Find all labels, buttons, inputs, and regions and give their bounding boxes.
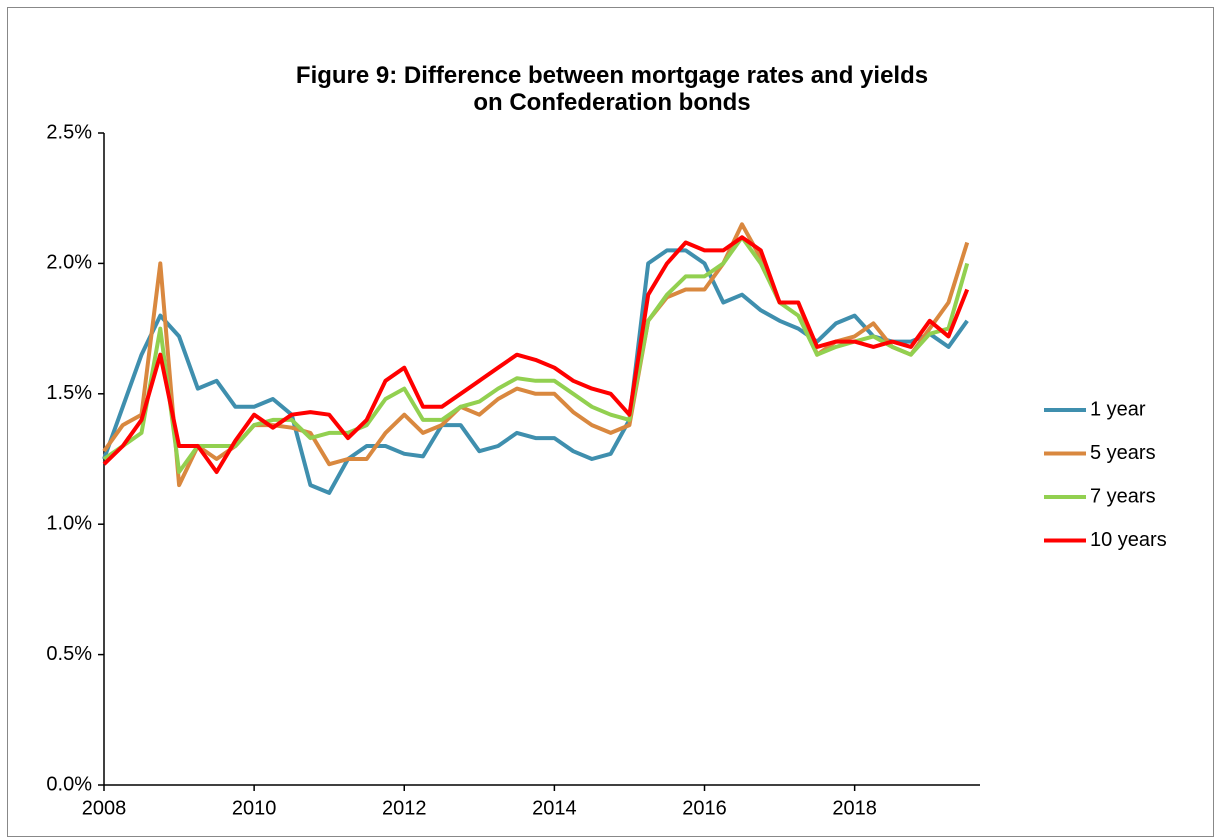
x-tick-label: 2018: [832, 797, 877, 819]
legend-label: 10 years: [1090, 529, 1167, 551]
series-line: [102, 235, 970, 474]
y-tick-label: 1.0%: [46, 512, 92, 534]
x-tick-label: 2010: [232, 797, 277, 819]
legend-label: 1 year: [1090, 398, 1146, 420]
x-tick-label: 2008: [82, 797, 127, 819]
x-tick-label: 2016: [682, 797, 727, 819]
y-tick-label: 0.5%: [46, 643, 92, 665]
series-line: [102, 248, 969, 495]
legend-label: 5 years: [1090, 442, 1156, 464]
y-tick-label: 2.5%: [46, 121, 92, 143]
y-tick-label: 2.0%: [46, 252, 92, 274]
chart-frame: [7, 7, 1214, 837]
y-tick-label: 1.5%: [46, 382, 92, 404]
x-tick-label: 2014: [532, 797, 577, 819]
x-tick-label: 2012: [382, 797, 427, 819]
series-line: [102, 235, 970, 474]
legend-label: 7 years: [1090, 485, 1156, 507]
y-tick-label: 0.0%: [46, 773, 92, 795]
chart-title: Figure 9: Difference between mortgage ra…: [295, 62, 929, 116]
